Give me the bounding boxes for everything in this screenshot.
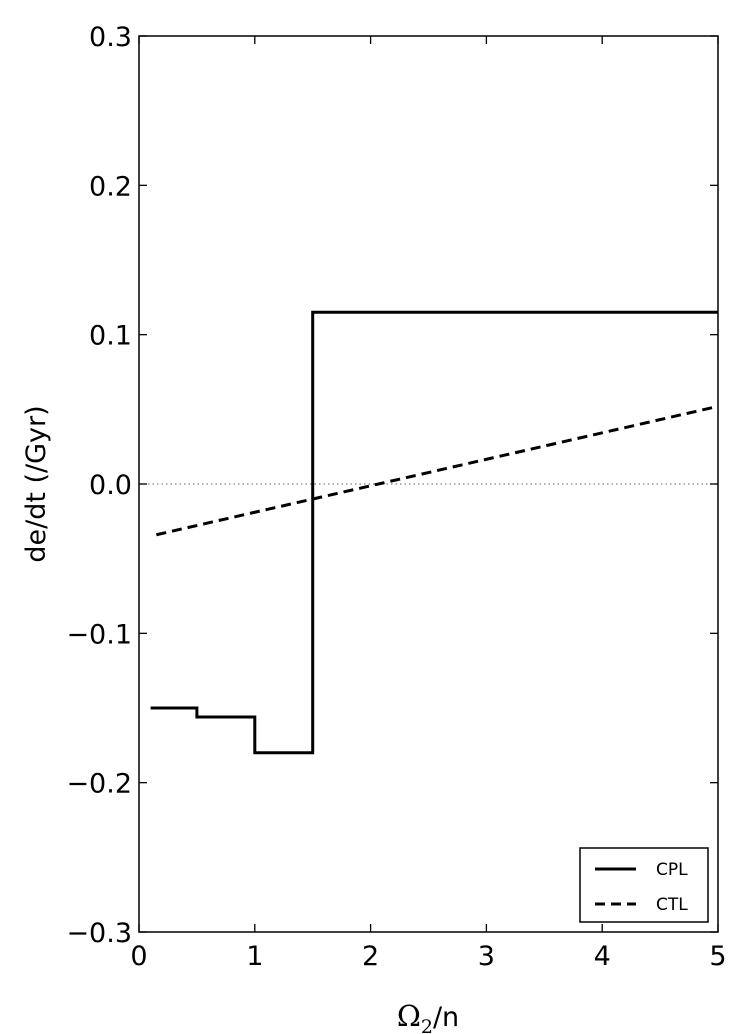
x-tick-label: 2 (362, 941, 379, 972)
y-tick-label: 0.1 (89, 321, 132, 352)
legend-label-ctl: CTL (656, 895, 688, 915)
x-tick-label: 4 (594, 941, 611, 972)
axis-ticks (138, 35, 719, 933)
y-tick-label: 0.2 (89, 171, 132, 202)
y-tick-label: 0.0 (89, 470, 132, 501)
series-line-cpl (150, 310, 718, 755)
y-tick-label: −0.1 (66, 619, 132, 650)
x-axis-label-symbol: Ω (397, 999, 421, 1033)
x-tick-label: 0 (130, 941, 147, 972)
y-tick-label: −0.2 (66, 769, 132, 800)
y-tick-label: 0.3 (89, 22, 132, 53)
y-axis-label: de/dt (/Gyr) (21, 405, 52, 562)
x-tick-label: 1 (246, 941, 263, 972)
x-tick-label: 5 (709, 941, 726, 972)
tick-labels: 0 1 2 3 4 5 −0.3 −0.2 −0.1 0.0 0.1 0.2 0.3 (66, 22, 726, 972)
x-axis-label-subscript: 2 (421, 1016, 433, 1034)
legend-box (579, 847, 709, 923)
legend-label-cpl: CPL (656, 860, 688, 880)
legend: CPL CTL (579, 847, 709, 923)
series-line-ctl (156, 404, 719, 537)
x-axis-label-suffix: /n (433, 1002, 459, 1033)
series-layer (139, 310, 719, 755)
y-tick-label: −0.3 (66, 918, 132, 949)
x-tick-label: 3 (478, 941, 495, 972)
x-axis-label: Ω2/n (397, 999, 459, 1034)
